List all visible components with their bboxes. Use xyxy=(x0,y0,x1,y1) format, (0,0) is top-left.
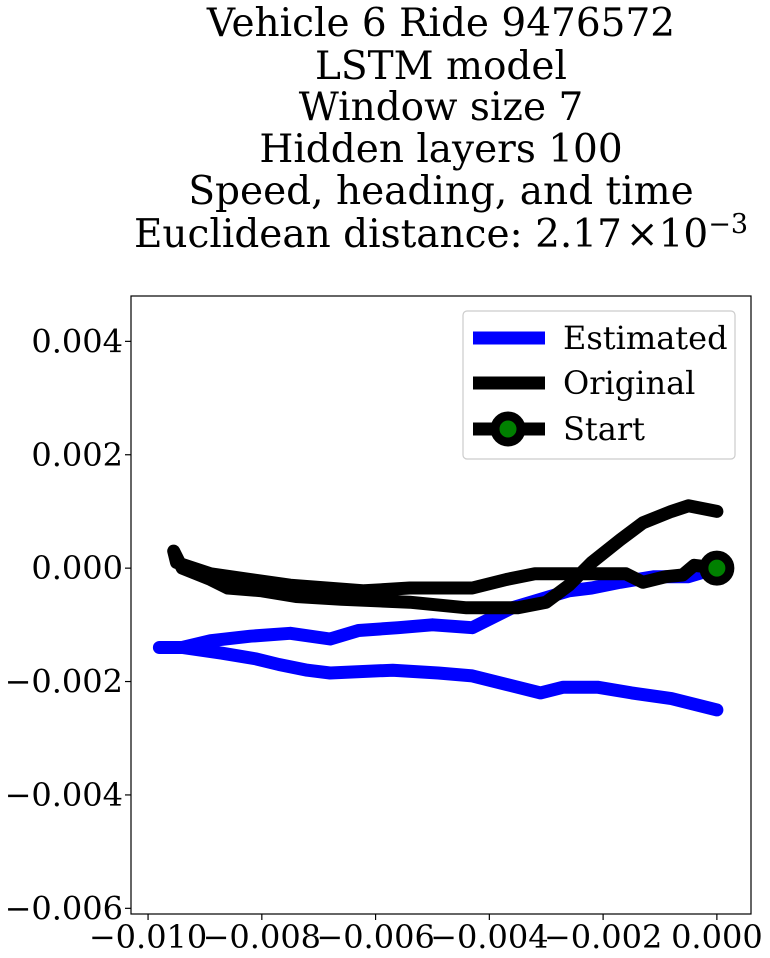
x-tick-label: −0.010 xyxy=(89,918,207,956)
legend-original-label: Original xyxy=(563,364,695,402)
x-tick-label: −0.006 xyxy=(316,918,434,956)
legend-box xyxy=(462,310,736,460)
title-metric-times: × xyxy=(626,212,659,257)
title-line-3: Window size 7 xyxy=(299,85,584,130)
legend-estimated-label: Estimated xyxy=(563,319,728,357)
x-tick-label: 0.000 xyxy=(671,918,763,956)
x-axis: −0.010−0.008−0.006−0.004−0.002 0.000 xyxy=(89,914,763,956)
title-metric-base: 10 xyxy=(659,212,709,257)
start-marker xyxy=(699,550,735,586)
x-tick-label: −0.002 xyxy=(544,918,662,956)
axes-frame xyxy=(130,295,752,915)
x-tick-label: −0.008 xyxy=(203,918,321,956)
series-line-original xyxy=(167,499,724,615)
title-line-5: Speed, heading, and time xyxy=(188,169,693,214)
legend-start-marker xyxy=(490,411,526,447)
y-axis: 0.004 0.002 0.000 −0.002 −0.004 −0.006 xyxy=(5,322,131,927)
legend-start-label: Start xyxy=(563,410,645,448)
title-line-6: Euclidean distance: 2.17 ×10−3 xyxy=(134,209,748,257)
y-tick-label: −0.002 xyxy=(5,663,123,701)
title-line-4: Hidden layers 100 xyxy=(259,127,622,172)
y-tick-label: −0.006 xyxy=(5,889,123,927)
y-tick-label: 0.000 xyxy=(31,549,123,587)
marker-layer xyxy=(699,550,735,586)
title-line-1: Vehicle 6 Ride 9476572 xyxy=(206,1,675,46)
title-metric-exponent: −3 xyxy=(708,209,748,240)
y-tick-label: −0.004 xyxy=(5,776,123,814)
x-tick-label: −0.004 xyxy=(430,918,548,956)
series-layer xyxy=(152,499,724,717)
chart-title: Vehicle 6 Ride 9476572 LSTM model Window… xyxy=(134,1,748,257)
y-tick-label: 0.002 xyxy=(31,436,123,474)
plot-area: −0.010−0.008−0.006−0.004−0.002 0.000 0.00… xyxy=(5,295,763,956)
y-tick-label: 0.004 xyxy=(31,322,123,360)
title-line-2: LSTM model xyxy=(315,44,567,89)
legend: Estimated Original Start xyxy=(462,310,736,460)
title-metric-prefix: Euclidean distance: 2.17 xyxy=(134,212,622,257)
